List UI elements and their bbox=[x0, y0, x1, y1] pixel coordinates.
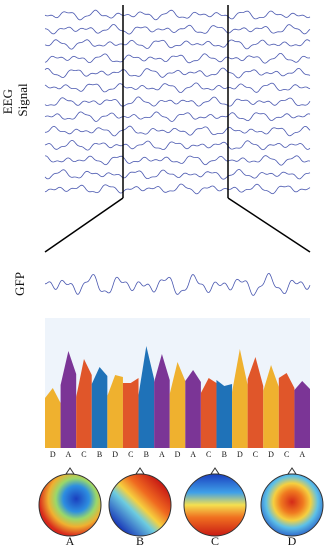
segment bbox=[138, 346, 155, 448]
topomaps: A B C D bbox=[38, 467, 324, 548]
nose bbox=[210, 467, 220, 475]
topomap bbox=[108, 473, 172, 537]
eeg-trace bbox=[44, 67, 311, 79]
segment bbox=[278, 373, 295, 448]
eeg-trace bbox=[44, 168, 311, 180]
segment-label: B bbox=[222, 450, 227, 459]
eeg-trace bbox=[44, 53, 311, 64]
segment bbox=[169, 362, 186, 448]
segment-label: D bbox=[175, 450, 181, 459]
segment bbox=[185, 370, 201, 448]
gfp-trace bbox=[44, 272, 311, 296]
segment bbox=[60, 351, 77, 448]
nose bbox=[287, 467, 297, 475]
segment-label: C bbox=[253, 450, 258, 459]
topomap bbox=[183, 473, 247, 537]
segment bbox=[76, 359, 92, 448]
segment bbox=[294, 381, 310, 448]
segment bbox=[107, 375, 123, 448]
gfp-label: GFP bbox=[12, 272, 27, 296]
eeg-trace bbox=[45, 155, 311, 166]
segment bbox=[247, 357, 264, 448]
gfp-trace bbox=[44, 272, 311, 296]
segment-label: A bbox=[190, 450, 196, 459]
eeg-trace bbox=[44, 39, 311, 50]
topomap bbox=[260, 473, 324, 537]
eeg-label-line: Signal bbox=[15, 83, 30, 117]
eeg-label: EEG Signal bbox=[0, 83, 30, 117]
segment-label: A bbox=[159, 450, 165, 459]
segment bbox=[263, 365, 279, 448]
segment-label: C bbox=[206, 450, 211, 459]
segment-label: C bbox=[284, 450, 289, 459]
segment bbox=[154, 354, 170, 448]
eeg-trace bbox=[44, 24, 311, 35]
eeg-trace bbox=[44, 96, 311, 107]
segment bbox=[216, 380, 233, 448]
segment-label: B bbox=[97, 450, 102, 459]
eeg-trace bbox=[44, 183, 311, 195]
eeg-trace bbox=[44, 9, 311, 21]
eeg-traces bbox=[44, 9, 311, 195]
topomap-label: C bbox=[211, 534, 219, 548]
segment-label: D bbox=[237, 450, 243, 459]
segment-label: B bbox=[144, 450, 149, 459]
zoom-line bbox=[44, 197, 124, 253]
segment bbox=[200, 378, 217, 448]
eeg-trace bbox=[44, 125, 311, 137]
segment bbox=[232, 349, 248, 448]
topomap-label: D bbox=[288, 534, 297, 548]
segment bbox=[45, 388, 61, 448]
topomap-label: A bbox=[66, 534, 75, 548]
segment-label: C bbox=[81, 450, 86, 459]
segment-label: A bbox=[299, 450, 305, 459]
eeg-label-line: EEG bbox=[0, 89, 15, 114]
nose bbox=[65, 467, 75, 475]
topomap-label: B bbox=[136, 534, 144, 548]
segment-label: D bbox=[112, 450, 118, 459]
segment bbox=[91, 367, 108, 448]
zoom-line bbox=[227, 197, 311, 253]
topomap bbox=[38, 473, 102, 537]
segment-label: C bbox=[128, 450, 133, 459]
segment-label: D bbox=[50, 450, 56, 459]
eeg-trace bbox=[44, 139, 311, 151]
eeg-trace bbox=[44, 82, 311, 94]
segment-label: D bbox=[268, 450, 274, 459]
segment-label: A bbox=[65, 450, 71, 459]
segment bbox=[122, 378, 139, 448]
eeg-trace bbox=[44, 111, 311, 122]
nose bbox=[135, 467, 145, 475]
